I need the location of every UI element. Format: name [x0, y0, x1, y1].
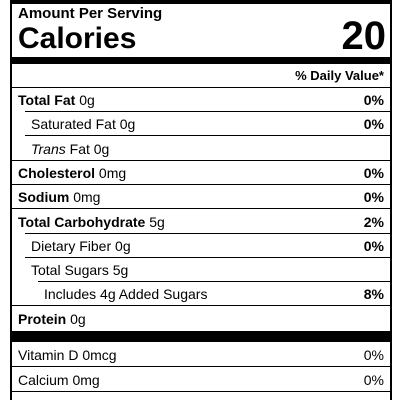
row-rule [38, 281, 390, 283]
top-rule [10, 0, 392, 4]
nutrient-row: Dietary Fiber 0g 0% [12, 234, 390, 258]
amount: 0mg [98, 164, 127, 181]
name: Total Sugars [31, 262, 109, 279]
name: Saturated Fat [31, 116, 116, 133]
row-rule [25, 135, 390, 137]
nutrient-row: Protein 0g [12, 307, 390, 331]
calories-value: 20 [341, 14, 387, 58]
amount: 0mg [72, 372, 100, 388]
nutrient-row: Iron 0mg 0% [12, 393, 390, 400]
amount: 0mg [73, 189, 101, 206]
row-rule [12, 208, 390, 210]
nutrient-name: Calcium 0mg [18, 368, 100, 392]
border-right [390, 0, 392, 400]
nutrient-row: Total Carbohydrate 5g 2% [12, 210, 390, 234]
name: Total Carbohydrate [18, 213, 146, 230]
daily-value-heading: % Daily Value* [295, 68, 384, 83]
daily-value: 0% [363, 372, 384, 388]
nutrient-row: Sodium 0mg 0% [12, 185, 390, 210]
nutrient-name: Dietary Fiber 0g [31, 234, 131, 258]
amount: 5g [112, 262, 129, 279]
row-rule [12, 159, 390, 161]
nutrient-name: Includes 4g Added Sugars [44, 282, 207, 306]
nutrient-name: Total Fat 0g [18, 88, 95, 112]
row-rule [12, 366, 390, 367]
thick-rule [10, 57, 392, 64]
nutrient-row: Total Sugars 5g [12, 258, 390, 283]
nutrient-name: Iron 0mg [18, 393, 73, 400]
nutrient-name: Protein 0g [18, 307, 86, 331]
amount: 0g [93, 140, 110, 157]
name: Protein [18, 310, 67, 327]
daily-value: 0% [363, 347, 384, 363]
row-rule [12, 183, 390, 185]
amount: 0g [79, 92, 95, 108]
nutrient-name: Saturated Fat 0g [31, 112, 135, 136]
nutrient-row: Trans Fat 0g [12, 137, 390, 161]
daily-value: 0% [363, 92, 384, 108]
nutrient-name: Total Sugars 5g [31, 258, 128, 282]
border-left [10, 0, 12, 400]
daily-value: 0% [363, 189, 384, 206]
thick-rule [10, 331, 392, 342]
name: Fat [69, 140, 90, 157]
row-rule [25, 256, 390, 258]
amount: 0g [119, 116, 136, 133]
nutrient-row: Calcium 0mg 0% [12, 368, 390, 392]
amount: 0mcg [82, 347, 117, 363]
rule [12, 87, 390, 88]
name: Cholesterol [18, 164, 96, 181]
name: Total Fat [18, 92, 76, 108]
amount-per-serving: Amount Per Serving [18, 5, 163, 22]
name-italic: Trans [31, 140, 66, 157]
nutrient-row: Cholesterol 0mg 0% [12, 161, 390, 185]
nutrient-name: Total Carbohydrate 5g [18, 210, 165, 234]
nutrient-name: Cholesterol 0mg [18, 161, 126, 185]
name: Iron [18, 397, 42, 400]
name: Dietary Fiber [31, 237, 112, 254]
name: Sodium [18, 189, 70, 206]
daily-value: 0% [363, 164, 384, 181]
nutrient-name: Trans Fat 0g [31, 137, 109, 161]
amount: 0g [70, 310, 86, 327]
amount: 5g [149, 213, 165, 230]
nutrient-name: Sodium 0mg [18, 185, 100, 209]
amount: 0mg [46, 397, 73, 400]
nutrient-row: Includes 4g Added Sugars 8% [12, 282, 390, 307]
row-rule [12, 305, 390, 307]
daily-value: 2% [363, 213, 384, 230]
daily-value: 0% [363, 237, 384, 254]
row-rule [12, 391, 390, 392]
nutrient-row: Vitamin D 0mcg 0% [12, 343, 390, 367]
calories-label: Calories [18, 22, 137, 55]
amount: 0g [115, 237, 131, 254]
nutrient-row: Saturated Fat 0g 0% [12, 112, 390, 137]
nutrient-row: Total Fat 0g 0% [12, 88, 390, 112]
daily-value: 0% [364, 393, 384, 400]
name: Calcium [18, 372, 69, 388]
daily-value: 8% [363, 286, 384, 303]
row-rule [25, 232, 390, 234]
daily-value: 0% [363, 116, 384, 133]
row-rule [25, 111, 390, 112]
nutrient-name: Vitamin D 0mcg [18, 343, 117, 367]
name: Vitamin D [18, 347, 79, 363]
name: Includes 4g Added Sugars [44, 286, 208, 303]
